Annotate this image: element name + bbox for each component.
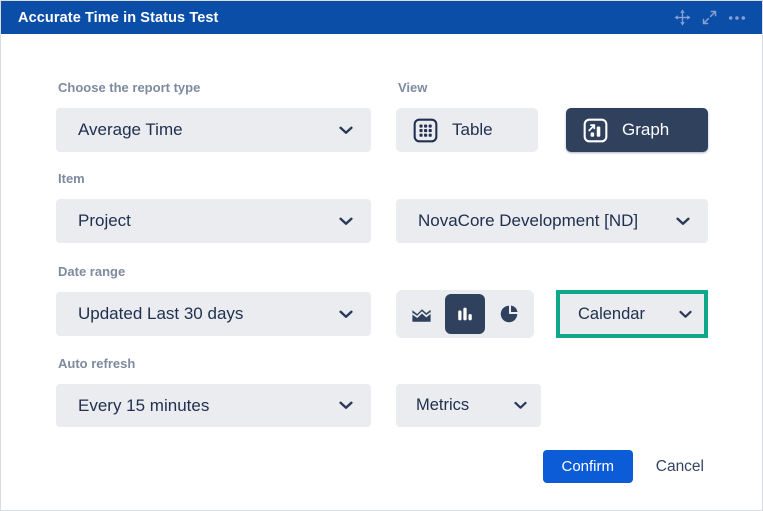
confirm-button[interactable]: Confirm [542,450,633,483]
auto-refresh-value: Every 15 minutes [78,395,210,415]
spacer [396,152,708,199]
auto-refresh-label: Auto refresh [58,356,136,371]
chevron-down-icon [339,126,353,135]
date-range-label: Date range [58,264,126,279]
chevron-down-icon [339,401,353,410]
chart-type-segmented-control [396,290,534,338]
view-toggle: Table Graph [396,108,708,152]
calendar-value: Calendar [578,304,645,323]
date-range-select[interactable]: Updated Last 30 days [56,292,371,336]
spacer [396,243,708,292]
calendar-select[interactable]: Calendar [556,290,708,338]
chevron-down-icon [339,310,353,319]
chevron-down-icon [339,217,353,226]
graph-chart-icon [583,118,608,143]
more-options-icon[interactable] [728,15,746,21]
bar-chart-icon[interactable] [445,294,485,334]
dialog-footer: Confirm Cancel [1,450,706,483]
area-chart-icon[interactable] [401,294,441,334]
chart-type-row: Calendar [396,290,708,338]
view-graph-button[interactable]: Graph [566,108,708,152]
project-value: NovaCore Development [ND] [418,211,639,230]
table-grid-icon [413,118,438,143]
resize-diagonal-icon[interactable] [702,10,717,25]
view-label: View [398,80,428,95]
dialog-body: Choose the report type View Average Time [1,34,762,427]
dialog-title: Accurate Time in Status Test [18,9,219,26]
header-icons [674,9,746,26]
report-type-select[interactable]: Average Time [56,108,371,152]
spacer [396,336,708,384]
view-table-button[interactable]: Table [396,108,538,152]
view-table-label: Table [452,120,493,139]
chevron-down-icon [676,217,690,226]
metrics-select[interactable]: Metrics [396,384,541,427]
move-icon[interactable] [674,9,691,26]
dialog-header: Accurate Time in Status Test [1,1,762,34]
chevron-down-icon [679,310,692,319]
chevron-down-icon [514,401,527,410]
cancel-button[interactable]: Cancel [654,454,706,480]
project-select[interactable]: NovaCore Development [ND] [396,199,708,243]
report-type-value: Average Time [78,120,183,139]
view-graph-label: Graph [622,120,670,139]
auto-refresh-select[interactable]: Every 15 minutes [56,384,371,427]
report-type-label: Choose the report type [58,80,201,95]
metrics-value: Metrics [416,396,470,414]
date-range-value: Updated Last 30 days [78,304,244,323]
item-select[interactable]: Project [56,199,371,243]
item-value: Project [78,211,131,230]
pie-chart-icon[interactable] [489,294,529,334]
item-label: Item [58,171,85,186]
